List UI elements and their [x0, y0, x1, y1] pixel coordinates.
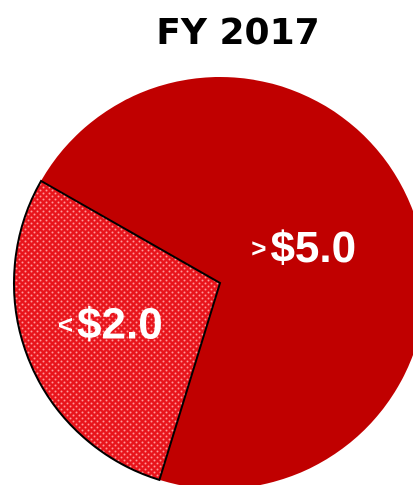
slice-label: >$5.0 — [251, 222, 356, 271]
pie-slice — [13, 179, 222, 482]
slice-label: <$2.0 — [58, 299, 163, 348]
pie-slice — [41, 77, 413, 485]
chart-title: FY 2017 — [156, 12, 319, 53]
